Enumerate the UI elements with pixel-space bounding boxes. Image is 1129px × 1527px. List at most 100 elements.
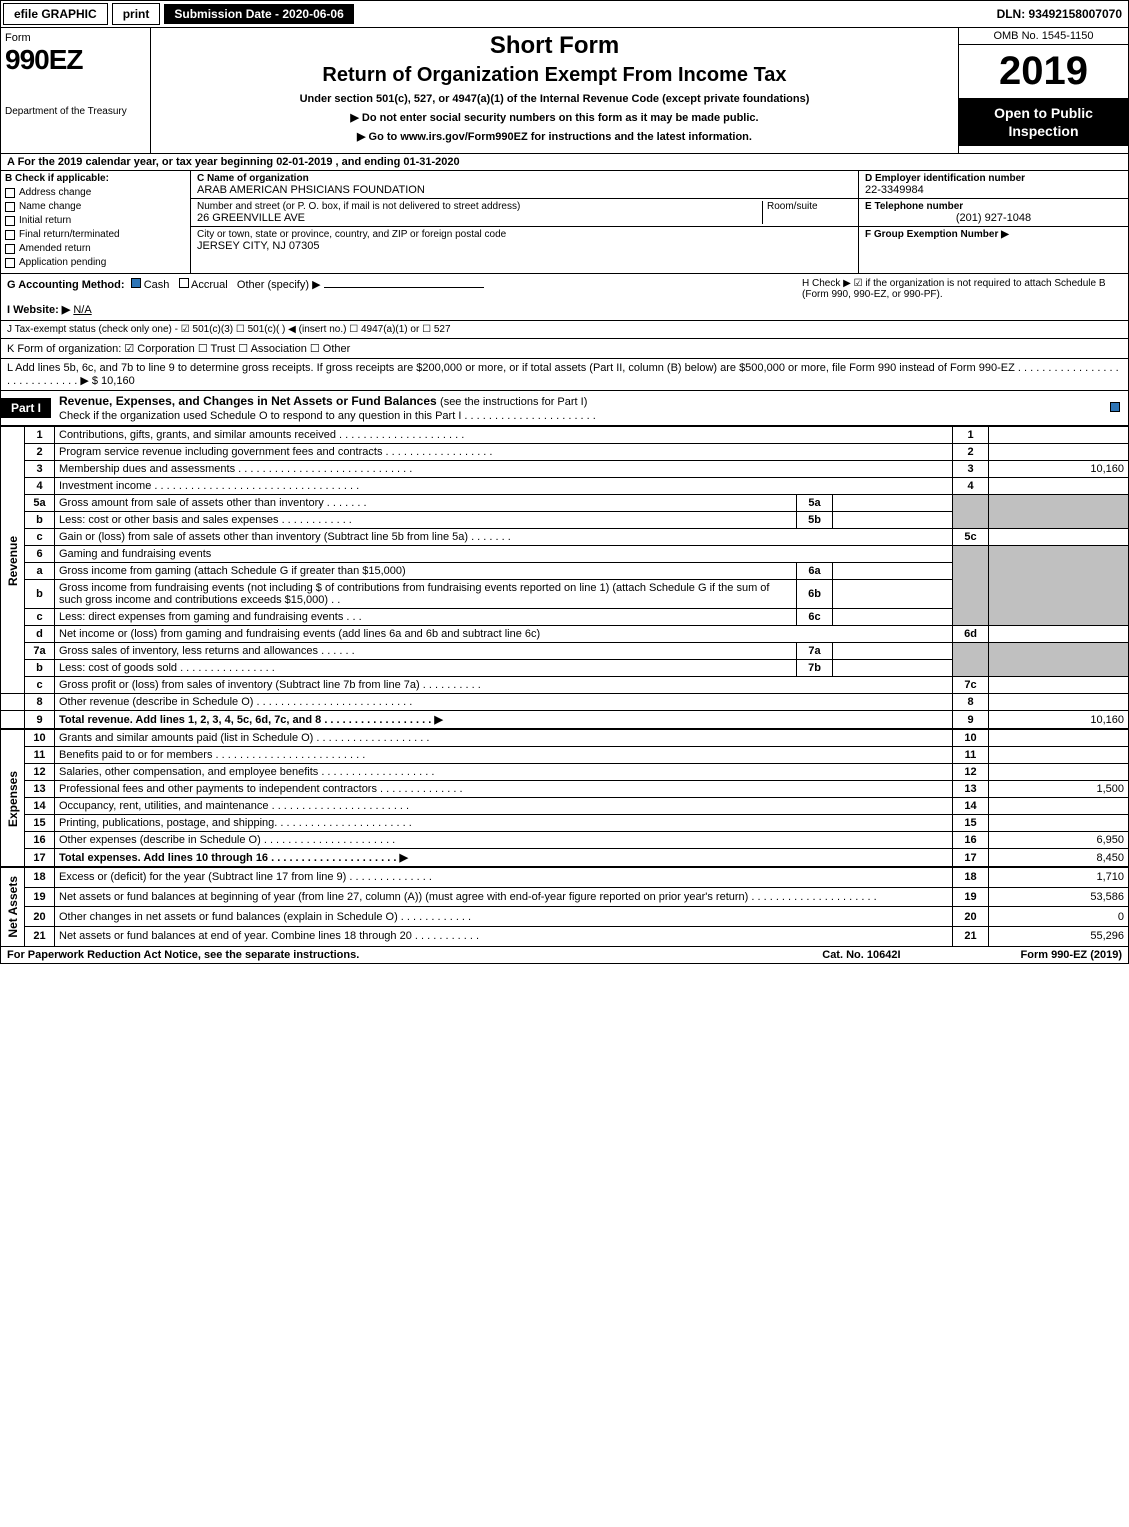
line-5b-desc: Less: cost or other basis and sales expe… bbox=[55, 512, 797, 529]
page-footer: For Paperwork Reduction Act Notice, see … bbox=[0, 947, 1129, 964]
print-button[interactable]: print bbox=[112, 3, 161, 25]
box-i-label: I Website: ▶ bbox=[7, 304, 70, 316]
box-j-row: J Tax-exempt status (check only one) - ☑… bbox=[0, 321, 1129, 339]
line-15-value bbox=[989, 815, 1129, 832]
line-18-value: 1,710 bbox=[989, 868, 1129, 888]
checkbox-icon bbox=[5, 216, 15, 226]
goto-text: ▶ Go to www.irs.gov/Form990EZ for instru… bbox=[357, 131, 752, 143]
line-16-desc: Other expenses (describe in Schedule O) … bbox=[55, 832, 953, 849]
box-c-label: C Name of organization bbox=[197, 173, 852, 184]
line-1-desc: Contributions, gifts, grants, and simila… bbox=[55, 427, 953, 444]
line-21-value: 55,296 bbox=[989, 926, 1129, 946]
line-5a-desc: Gross amount from sale of assets other t… bbox=[55, 495, 797, 512]
part-i-subtitle: (see the instructions for Part I) bbox=[440, 396, 587, 408]
expenses-table: Expenses 10 Grants and similar amounts p… bbox=[0, 729, 1129, 867]
form-word: Form bbox=[5, 32, 146, 44]
line-7b-desc: Less: cost of goods sold . . . . . . . .… bbox=[55, 660, 797, 677]
checkbox-icon bbox=[5, 230, 15, 240]
open-inspection-label: Open to Public Inspection bbox=[959, 98, 1128, 146]
line-6-desc: Gaming and fundraising events bbox=[55, 546, 953, 563]
line-3-value: 10,160 bbox=[989, 461, 1129, 478]
schedule-o-checkbox-icon[interactable] bbox=[1110, 402, 1120, 412]
line-2-desc: Program service revenue including govern… bbox=[55, 444, 953, 461]
box-g-label: G Accounting Method: bbox=[7, 279, 125, 291]
accounting-method-row: G Accounting Method: Cash Accrual Other … bbox=[0, 274, 1129, 321]
line-10-value bbox=[989, 730, 1129, 747]
line-11-desc: Benefits paid to or for members . . . . … bbox=[55, 747, 953, 764]
part-i-check-text: Check if the organization used Schedule … bbox=[59, 410, 596, 422]
paperwork-notice: For Paperwork Reduction Act Notice, see … bbox=[7, 949, 359, 961]
checkbox-icon bbox=[5, 202, 15, 212]
check-name-change[interactable]: Name change bbox=[5, 201, 186, 212]
line-17-value: 8,450 bbox=[989, 849, 1129, 867]
checkbox-accrual-icon[interactable] bbox=[179, 278, 189, 288]
line-21-desc: Net assets or fund balances at end of ye… bbox=[55, 926, 953, 946]
line-7c-value bbox=[989, 677, 1129, 694]
line-11-value bbox=[989, 747, 1129, 764]
dln-label: DLN: 93492158007070 bbox=[997, 7, 1128, 21]
line-16-value: 6,950 bbox=[989, 832, 1129, 849]
expenses-side-label: Expenses bbox=[1, 730, 25, 867]
check-amended-return[interactable]: Amended return bbox=[5, 243, 186, 254]
net-assets-table: Net Assets 18 Excess or (deficit) for th… bbox=[0, 867, 1129, 947]
line-6d-desc: Net income or (loss) from gaming and fun… bbox=[55, 626, 953, 643]
form-header: Form 990EZ Department of the Treasury Sh… bbox=[0, 28, 1129, 154]
form-footer-label: Form 990-EZ (2019) bbox=[1021, 949, 1122, 961]
checkbox-icon bbox=[5, 244, 15, 254]
street-value: 26 GREENVILLE AVE bbox=[197, 212, 762, 224]
checkbox-cash-icon[interactable] bbox=[131, 278, 141, 288]
line-17-desc: Total expenses. Add lines 10 through 16 … bbox=[55, 849, 953, 867]
check-application-pending[interactable]: Application pending bbox=[5, 257, 186, 268]
part-i-header: Part I Revenue, Expenses, and Changes in… bbox=[0, 391, 1129, 426]
part-i-title: Revenue, Expenses, and Changes in Net As… bbox=[59, 394, 437, 408]
check-address-change[interactable]: Address change bbox=[5, 187, 186, 198]
ein-value: 22-3349984 bbox=[865, 184, 1122, 196]
line-7c-desc: Gross profit or (loss) from sales of inv… bbox=[55, 677, 953, 694]
revenue-table: Revenue 1 Contributions, gifts, grants, … bbox=[0, 426, 1129, 729]
box-d-label: D Employer identification number bbox=[865, 173, 1122, 184]
line-12-desc: Salaries, other compensation, and employ… bbox=[55, 764, 953, 781]
line-13-desc: Professional fees and other payments to … bbox=[55, 781, 953, 798]
line-8-value bbox=[989, 694, 1129, 711]
line-6c-desc: Less: direct expenses from gaming and fu… bbox=[55, 609, 797, 626]
line-5c-desc: Gain or (loss) from sale of assets other… bbox=[55, 529, 953, 546]
line-6b-desc: Gross income from fundraising events (no… bbox=[55, 580, 797, 609]
box-b-title: B Check if applicable: bbox=[5, 173, 186, 184]
tax-year: 2019 bbox=[959, 45, 1128, 98]
short-form-title: Short Form bbox=[155, 32, 954, 60]
goto-link[interactable]: ▶ Go to www.irs.gov/Form990EZ for instru… bbox=[155, 130, 954, 143]
revenue-side-label: Revenue bbox=[1, 427, 25, 694]
form-number: 990EZ bbox=[5, 44, 146, 76]
line-9-desc: Total revenue. Add lines 1, 2, 3, 4, 5c,… bbox=[55, 711, 953, 729]
line-9-value: 10,160 bbox=[989, 711, 1129, 729]
line-20-value: 0 bbox=[989, 907, 1129, 927]
catalog-number: Cat. No. 10642I bbox=[822, 949, 900, 961]
check-final-return[interactable]: Final return/terminated bbox=[5, 229, 186, 240]
top-bar: efile GRAPHIC print Submission Date - 20… bbox=[0, 0, 1129, 28]
net-assets-side-label: Net Assets bbox=[1, 868, 25, 947]
line-19-desc: Net assets or fund balances at beginning… bbox=[55, 887, 953, 907]
check-initial-return[interactable]: Initial return bbox=[5, 215, 186, 226]
box-h-text: H Check ▶ ☑ if the organization is not r… bbox=[802, 278, 1122, 316]
line-4-desc: Investment income . . . . . . . . . . . … bbox=[55, 478, 953, 495]
line-4-value bbox=[989, 478, 1129, 495]
box-k-row: K Form of organization: ☑ Corporation ☐ … bbox=[0, 339, 1129, 359]
line-18-desc: Excess or (deficit) for the year (Subtra… bbox=[55, 868, 953, 888]
line-2-value bbox=[989, 444, 1129, 461]
omb-number: OMB No. 1545-1150 bbox=[959, 28, 1128, 45]
phone-value: (201) 927-1048 bbox=[865, 212, 1122, 224]
tax-period-row: A For the 2019 calendar year, or tax yea… bbox=[0, 154, 1129, 171]
part-i-tag: Part I bbox=[1, 398, 51, 418]
line-19-value: 53,586 bbox=[989, 887, 1129, 907]
org-name: ARAB AMERICAN PHSICIANS FOUNDATION bbox=[197, 184, 852, 196]
under-section-text: Under section 501(c), 527, or 4947(a)(1)… bbox=[155, 93, 954, 105]
submission-date-label: Submission Date - 2020-06-06 bbox=[164, 4, 353, 24]
line-7a-desc: Gross sales of inventory, less returns a… bbox=[55, 643, 797, 660]
city-value: JERSEY CITY, NJ 07305 bbox=[197, 240, 852, 252]
checkbox-icon bbox=[5, 188, 15, 198]
line-8-desc: Other revenue (describe in Schedule O) .… bbox=[55, 694, 953, 711]
line-14-desc: Occupancy, rent, utilities, and maintena… bbox=[55, 798, 953, 815]
city-label: City or town, state or province, country… bbox=[197, 229, 852, 240]
line-1-value bbox=[989, 427, 1129, 444]
line-10-desc: Grants and similar amounts paid (list in… bbox=[55, 730, 953, 747]
